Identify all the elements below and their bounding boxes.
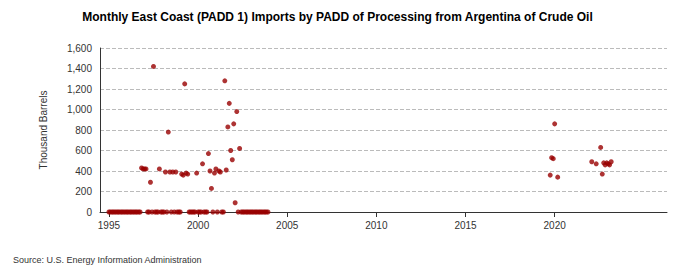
svg-text:1,000: 1,000 [67, 104, 92, 115]
svg-text:1,400: 1,400 [67, 63, 92, 74]
svg-text:800: 800 [75, 125, 92, 136]
svg-text:2005: 2005 [276, 220, 299, 231]
svg-text:400: 400 [75, 166, 92, 177]
svg-text:2020: 2020 [544, 220, 567, 231]
svg-text:Monthly East Coast (PADD 1) Im: Monthly East Coast (PADD 1) Imports by P… [82, 10, 593, 24]
svg-text:2010: 2010 [365, 220, 388, 231]
svg-text:600: 600 [75, 145, 92, 156]
svg-text:1,200: 1,200 [67, 84, 92, 95]
svg-text:2000: 2000 [187, 220, 210, 231]
svg-text:0: 0 [86, 207, 92, 218]
svg-text:1995: 1995 [98, 220, 121, 231]
svg-text:Thousand Barrels: Thousand Barrels [38, 91, 49, 170]
svg-text:2015: 2015 [454, 220, 477, 231]
svg-text:200: 200 [75, 186, 92, 197]
svg-text:Source: U.S. Energy Informatio: Source: U.S. Energy Information Administ… [13, 255, 202, 265]
svg-text:1,600: 1,600 [67, 43, 92, 54]
